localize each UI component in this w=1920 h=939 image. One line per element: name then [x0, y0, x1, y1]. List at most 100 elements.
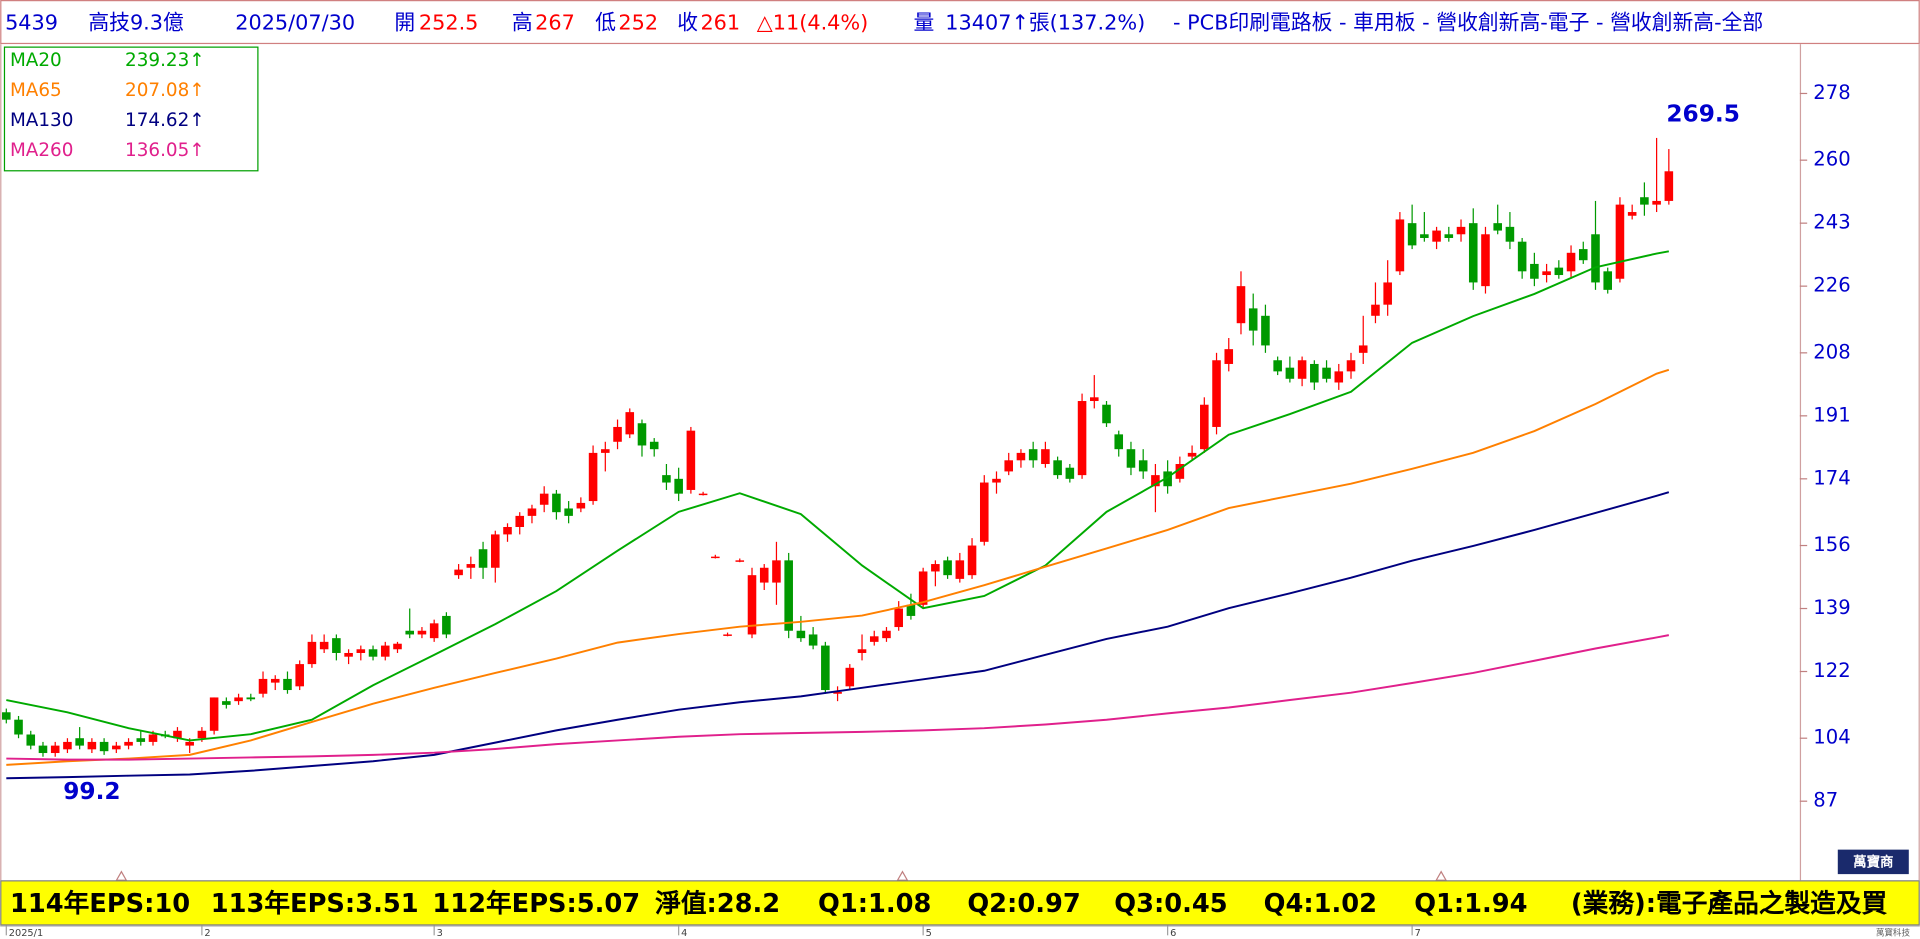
candle-body	[1102, 404, 1111, 424]
ma-line	[6, 491, 1670, 780]
candle-body	[1420, 234, 1429, 238]
volume: 13407↑張(137.2%)	[945, 10, 1145, 34]
candle-body	[735, 560, 745, 562]
logo-box	[1837, 849, 1909, 875]
x-tick-label: 2	[204, 928, 210, 939]
candle-body	[1603, 271, 1613, 290]
footer-item: Q3:0.45	[1114, 889, 1227, 919]
candle-body	[1297, 360, 1307, 379]
candle-body	[869, 636, 879, 642]
volume-label: 量	[913, 10, 934, 34]
candle-body	[1212, 360, 1221, 427]
candle-body	[747, 575, 757, 635]
candle-body	[637, 423, 647, 446]
candle-body	[234, 697, 243, 702]
candle-body	[1591, 234, 1600, 283]
candle-body	[1493, 223, 1502, 231]
ma-line	[6, 634, 1670, 761]
candle-body	[1041, 449, 1050, 465]
footer-item: (業務):電子產品之製造及買	[1571, 888, 1888, 919]
candle-body	[1187, 452, 1197, 457]
legend-value: 239.23↑	[125, 50, 205, 71]
annotation: 269.5	[1666, 101, 1740, 128]
legend-value: 136.05↑	[125, 140, 205, 161]
candle-body	[1151, 475, 1160, 487]
candle-body	[857, 649, 867, 653]
candle-body	[222, 701, 231, 705]
candle-body	[148, 734, 158, 742]
candle-body	[1640, 197, 1649, 205]
candle-body	[613, 426, 622, 442]
candle-body	[1505, 226, 1515, 242]
x-tick-label: 5	[926, 928, 932, 939]
candle-body	[1138, 460, 1148, 472]
candle-body	[821, 645, 830, 691]
candle-body	[931, 564, 940, 572]
x-tick-label: 4	[681, 928, 687, 939]
candle-body	[894, 608, 903, 628]
candle-body	[845, 667, 855, 687]
footer-item: Q1:1.94	[1414, 889, 1527, 919]
symbol: 5439	[5, 10, 58, 34]
candle-body	[344, 652, 353, 657]
candle-body	[784, 560, 793, 631]
candle-body	[356, 649, 366, 653]
y-tick-label: 278	[1813, 81, 1850, 104]
legend-name: MA20	[10, 50, 62, 71]
candle-body	[466, 564, 476, 568]
candle-body	[393, 643, 402, 650]
candle-body	[209, 697, 219, 731]
candle-body	[136, 738, 146, 742]
high: 267	[535, 10, 575, 34]
candle-body	[1285, 367, 1295, 379]
ma-line	[6, 368, 1670, 766]
candle-body	[185, 741, 194, 746]
candle-body	[967, 545, 977, 576]
header-bar	[0, 0, 1920, 45]
candle-body	[1554, 267, 1564, 276]
candle-body	[1322, 367, 1331, 379]
candle-body	[1016, 452, 1026, 461]
candle-body	[1432, 230, 1441, 242]
y-tick-label: 104	[1813, 726, 1850, 749]
close-label: 收	[677, 10, 698, 34]
candle-body	[1236, 286, 1246, 324]
candle-body	[1542, 271, 1551, 276]
candle-body	[307, 641, 317, 665]
candle-body	[1481, 234, 1490, 287]
candle-body	[124, 741, 133, 746]
candle-body	[1065, 467, 1075, 479]
change: △11(4.4%)	[757, 10, 869, 34]
candle-body	[283, 678, 292, 691]
candle-body	[759, 567, 769, 583]
candle-body	[1200, 404, 1209, 450]
candle-body	[26, 734, 36, 746]
candle-body	[1383, 282, 1392, 305]
candle-body	[992, 478, 1001, 483]
candle-body	[698, 493, 708, 496]
candle-body	[918, 571, 928, 605]
candle-body	[1517, 241, 1527, 272]
candle-body	[539, 493, 549, 505]
ma-line	[6, 250, 1670, 742]
candle-body	[943, 560, 952, 576]
candle-body	[478, 549, 488, 568]
candle-body	[1444, 234, 1454, 238]
legend-value: 207.08↑	[125, 80, 205, 101]
legend-name: MA65	[10, 80, 62, 101]
candle-body	[576, 502, 586, 509]
footer-item: 114年EPS:10	[10, 888, 190, 919]
brand: 萬寶科技	[1876, 926, 1911, 938]
candle-body	[270, 678, 280, 683]
candle-body	[1578, 249, 1588, 261]
candle-body	[1358, 345, 1368, 353]
y-tick-label: 139	[1813, 596, 1850, 619]
candle-body	[1028, 449, 1038, 461]
candle-body	[50, 745, 60, 754]
footer-item: Q2:0.97	[967, 889, 1080, 919]
candle-body	[649, 441, 659, 450]
tags: - PCB印刷電路板 - 車用板 - 營收創新高-電子 - 營收創新高-全部	[1173, 10, 1763, 34]
candle-body	[197, 730, 207, 739]
candle-body	[1407, 223, 1417, 246]
